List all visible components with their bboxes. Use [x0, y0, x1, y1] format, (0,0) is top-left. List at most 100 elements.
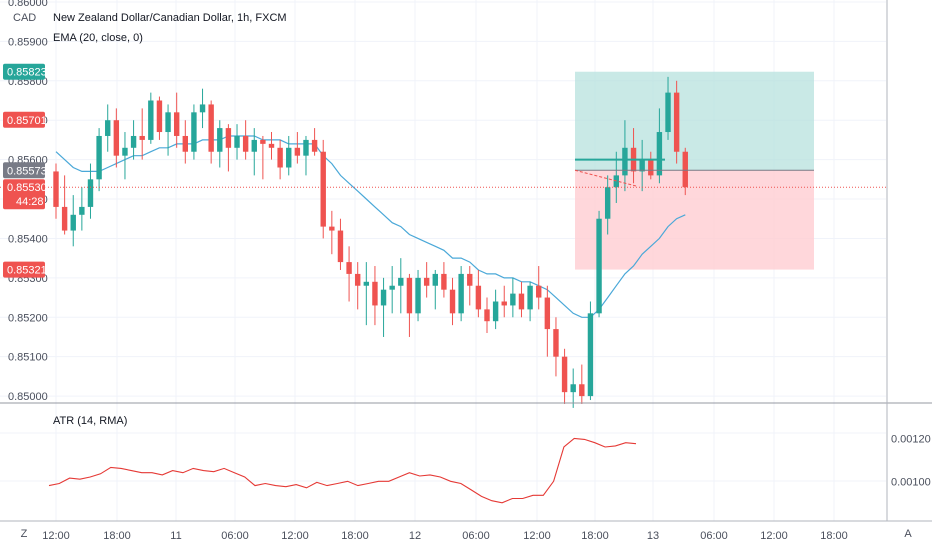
candle-body: [139, 135, 145, 140]
candle-body: [355, 273, 361, 286]
candle: [130, 120, 137, 160]
candle-body: [415, 277, 421, 314]
candle-body: [432, 273, 438, 286]
candle-body: [96, 135, 102, 180]
time-tick: 18:00: [581, 530, 609, 542]
candle-body: [242, 135, 249, 152]
candle: [604, 175, 611, 235]
candle-body: [156, 100, 163, 133]
candle-body: [225, 128, 232, 148]
candle: [665, 76, 671, 140]
time-tick: 18:00: [103, 530, 131, 542]
zoom-toggle[interactable]: Z: [14, 524, 34, 544]
candle-body: [372, 281, 378, 306]
price-tag-bg: [3, 111, 45, 128]
stop-zone[interactable]: [575, 170, 814, 270]
candle: [191, 104, 197, 160]
candle: [208, 100, 214, 164]
atr-axis[interactable]: 0.00120 0.00100: [891, 433, 931, 488]
time-axis[interactable]: 12:00 18:00 11 06:00 12:00 18:00 12 06:00 12:00 1…: [42, 530, 848, 542]
candle: [363, 262, 370, 326]
ema-legend[interactable]: EMA (20, close, 0): [53, 32, 143, 44]
candle-body: [656, 132, 663, 176]
candle-body: [380, 289, 387, 306]
price-tag-bg: [3, 261, 45, 278]
candle: [156, 96, 163, 140]
candle-body: [441, 273, 447, 290]
candle-body: [492, 301, 499, 322]
candlestick-series: [53, 76, 688, 408]
candle-body: [53, 171, 59, 207]
candle: [656, 108, 663, 184]
candle-body: [423, 277, 430, 286]
price-tick: 0.85900: [8, 36, 48, 48]
symbol-title[interactable]: New Zealand Dollar/Canadian Dollar, 1h, …: [53, 12, 287, 24]
atr-legend[interactable]: ATR (14, RMA): [53, 415, 127, 427]
candle: [458, 266, 464, 322]
candle: [648, 151, 654, 180]
candle-body: [122, 147, 128, 156]
ema-price-tag: 0.85573: [3, 162, 47, 179]
candle: [251, 128, 257, 176]
candle: [320, 139, 326, 239]
candle-body: [544, 297, 551, 330]
candle-body: [536, 285, 542, 298]
candle: [544, 285, 551, 357]
candle-body: [303, 139, 309, 156]
candle-body: [337, 230, 344, 263]
candle-body: [61, 206, 68, 231]
candle-body: [217, 128, 223, 152]
candle: [518, 281, 525, 318]
time-tick: 06:00: [700, 530, 728, 542]
price-tick: 0.85400: [8, 233, 48, 245]
candle: [527, 281, 533, 322]
price-tick: 0.85100: [8, 352, 48, 364]
candle: [536, 266, 542, 310]
candle-body: [398, 277, 404, 286]
grid-lines: [0, 0, 886, 521]
candle: [303, 135, 309, 176]
candle: [389, 266, 395, 314]
price-tag-text: 0.85321: [7, 265, 47, 277]
candle: [148, 92, 154, 144]
auto-scale-toggle[interactable]: A: [898, 524, 918, 544]
candle: [105, 104, 111, 152]
candle: [53, 163, 59, 219]
candle: [682, 147, 688, 196]
countdown-text: 44:28: [16, 196, 44, 208]
last-price-tag: 0.85530 44:28: [3, 179, 47, 210]
candle: [492, 289, 499, 330]
time-tick: 13: [647, 530, 659, 542]
candle: [79, 187, 85, 231]
candle: [199, 88, 206, 129]
candle: [122, 132, 128, 180]
candle-body: [527, 285, 533, 310]
atr-line: [48, 437, 637, 504]
position-lines: [574, 158, 814, 187]
candle-body: [579, 384, 585, 397]
candle: [406, 273, 413, 337]
candle-body: [130, 135, 137, 148]
candle: [311, 128, 318, 156]
time-tick: 18:00: [820, 530, 848, 542]
candle: [501, 285, 507, 318]
candle: [61, 175, 68, 235]
candle-body: [251, 139, 257, 152]
time-tick: 12:00: [281, 530, 309, 542]
candle-body: [467, 273, 473, 286]
candle-body: [604, 187, 611, 219]
time-tick: 06:00: [462, 530, 490, 542]
candle-body: [277, 147, 283, 168]
candle: [432, 269, 438, 310]
candle: [510, 277, 516, 318]
candle: [337, 218, 344, 270]
time-tick: 06:00: [221, 530, 249, 542]
candle-body: [665, 92, 671, 133]
candle-body: [329, 226, 335, 231]
candle: [380, 277, 387, 337]
price-tag-text: 0.85701: [7, 115, 47, 127]
target-zone[interactable]: [575, 71, 814, 171]
candle: [217, 120, 223, 168]
price-tick: 0.85000: [8, 391, 48, 403]
